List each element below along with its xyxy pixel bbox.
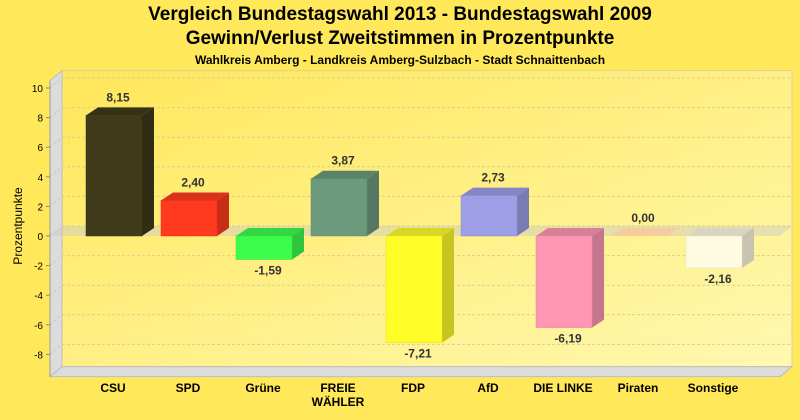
grid-line-depth <box>49 225 63 237</box>
data-label: 8,15 <box>106 90 130 104</box>
bar-front <box>160 200 218 237</box>
data-label: 3,87 <box>331 154 355 168</box>
data-label: 2,40 <box>181 175 205 189</box>
y-axis: 10 8 6 4 2 0 -2 -4 -6 -8 <box>32 80 51 377</box>
data-label: -6,19 <box>554 332 582 346</box>
x-tick-label: Grüne <box>245 381 281 395</box>
bar-top <box>236 228 304 236</box>
bar-front <box>235 235 293 260</box>
grid-line-depth <box>49 196 63 207</box>
bar-top <box>161 192 229 201</box>
plot-floor <box>48 366 794 378</box>
chart-region-subtitle: Wahlkreis Amberg - Landkreis Amberg-Sulz… <box>194 53 606 67</box>
x-tick-label: CSU <box>100 381 125 395</box>
bar-front <box>385 235 443 343</box>
bar <box>385 228 454 343</box>
bar-side <box>292 228 304 260</box>
bar-side <box>442 228 454 343</box>
y-axis-label: Prozentpunkte <box>11 187 25 265</box>
y-tick-label: -2 <box>34 262 43 273</box>
data-label: -2,16 <box>704 272 732 286</box>
y-tick-label: 2 <box>37 202 43 213</box>
grid-line-depth <box>49 166 63 178</box>
bars <box>85 107 754 343</box>
bar <box>535 228 604 328</box>
data-label: 2,73 <box>481 171 505 185</box>
bar-front <box>85 115 143 237</box>
bar-top <box>611 228 679 236</box>
bar-top <box>536 228 604 236</box>
bar <box>310 170 379 237</box>
x-tick-label: DIE LINKE <box>533 381 592 395</box>
x-tick-label: FDP <box>401 381 425 395</box>
x-tick-label: WÄHLER <box>312 394 365 409</box>
bar <box>685 228 754 269</box>
bar-top <box>386 228 454 236</box>
bar-side <box>217 192 229 236</box>
bar-front <box>685 235 743 269</box>
x-tick-label: Sonstige <box>688 381 739 395</box>
bar-front <box>310 178 368 237</box>
bar-side <box>517 187 529 236</box>
bar <box>611 228 679 236</box>
data-label: -7,21 <box>404 347 432 361</box>
y-tick-label: 4 <box>37 173 43 184</box>
x-tick-label: FREIE <box>320 381 355 395</box>
data-label: -1,59 <box>254 264 282 278</box>
x-tick-label: Piraten <box>618 381 659 395</box>
grid-line-depth <box>49 314 63 326</box>
bar-top <box>311 170 379 179</box>
grid-line-depth <box>49 284 63 296</box>
bar <box>160 192 229 237</box>
bar-side <box>742 228 754 268</box>
bar-front <box>460 195 518 237</box>
data-label: 0,00 <box>631 211 655 225</box>
y-tick-label: -6 <box>34 321 43 332</box>
grid-line-depth <box>49 344 63 355</box>
y-tick-label: 8 <box>37 114 43 125</box>
chart-title: Vergleich Bundestagswahl 2013 - Bundesta… <box>148 4 652 25</box>
grid-line-depth <box>49 255 63 266</box>
y-tick-label: 6 <box>37 143 43 154</box>
bar-top <box>86 107 154 116</box>
grid-line-depth <box>49 107 63 118</box>
y-tick-label: 10 <box>32 84 44 95</box>
y-tick-label: -8 <box>34 350 43 361</box>
y-tick-label: -4 <box>34 291 43 302</box>
bar <box>235 228 304 260</box>
bar <box>460 187 529 237</box>
bar-side <box>367 170 379 236</box>
y-tick-label: 0 <box>37 232 43 243</box>
data-labels: 8,15 2,40 -1,59 3,87 -7,21 2,73 -6,19 0,00 -2,16 <box>106 90 732 360</box>
grid-line-depth <box>49 136 63 148</box>
bar-side <box>142 107 154 236</box>
bar-top <box>461 187 529 196</box>
bar-side <box>592 228 604 328</box>
grid-line-depth <box>49 77 63 89</box>
bar-top <box>686 228 754 236</box>
x-tick-label: AfD <box>477 381 499 395</box>
x-tick-label: SPD <box>176 381 201 395</box>
chart-subtitle: Gewinn/Verlust Zweitstimmen in Prozentpu… <box>185 28 615 49</box>
bar <box>85 107 154 237</box>
bar-front <box>535 235 593 328</box>
